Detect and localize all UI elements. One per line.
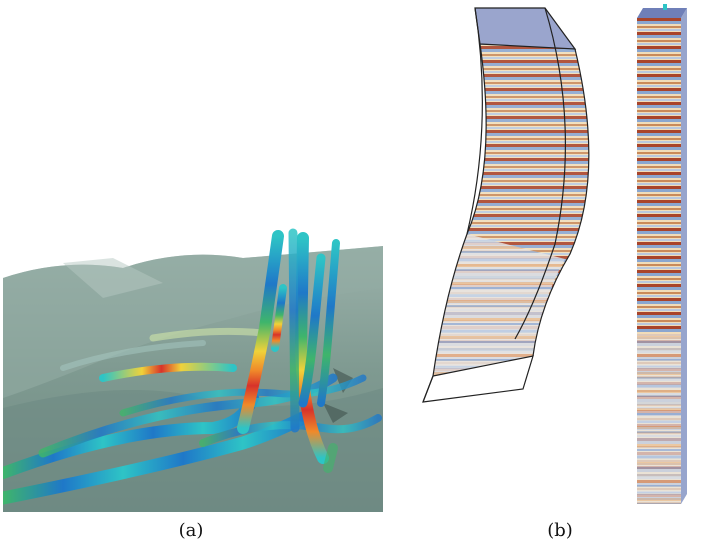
panel-b-caption: (b) [547, 520, 573, 541]
horizontal-well-tubes [3, 327, 382, 505]
straightened-seismic-column [637, 4, 687, 504]
vertical-well-tubes [237, 228, 340, 473]
curved-seismic-volume [422, 7, 590, 403]
well-tubes-3d-figure [3, 228, 383, 512]
seismic-volume-figure [422, 4, 687, 504]
panel-a-caption: (a) [178, 520, 204, 541]
